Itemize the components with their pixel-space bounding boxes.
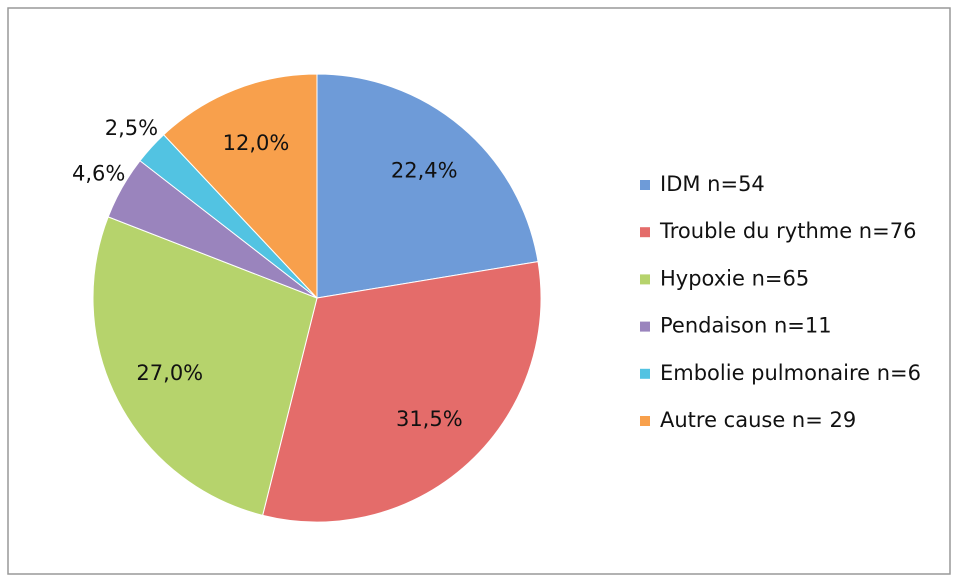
legend-swatch — [640, 180, 650, 190]
legend-swatch — [640, 274, 650, 285]
legend-label: Trouble du rythme n=76 — [659, 219, 916, 243]
data-label: 12,0% — [223, 131, 290, 155]
pie-slice — [162, 73, 318, 300]
data-label: 22,4% — [391, 159, 458, 183]
legend-label: Hypoxie n=65 — [660, 266, 809, 290]
data-label: 2,5% — [105, 116, 158, 140]
pie-slice — [316, 73, 539, 299]
legend-swatch — [640, 368, 650, 379]
data-label: 31,5% — [396, 407, 463, 431]
pie-slice — [92, 216, 318, 516]
legend-label: Pendaison n=11 — [660, 314, 832, 338]
pie-slice — [262, 260, 542, 523]
legend-label: Embolie pulmonaire n=6 — [660, 361, 921, 385]
legend-swatch — [640, 321, 650, 332]
data-label: 4,6% — [72, 161, 125, 185]
legend-label: IDM n=54 — [660, 172, 765, 196]
legend-label: Autre cause n= 29 — [660, 408, 856, 432]
legend-swatch — [640, 227, 650, 238]
data-label: 27,0% — [136, 361, 203, 385]
legend-swatch — [640, 416, 650, 426]
